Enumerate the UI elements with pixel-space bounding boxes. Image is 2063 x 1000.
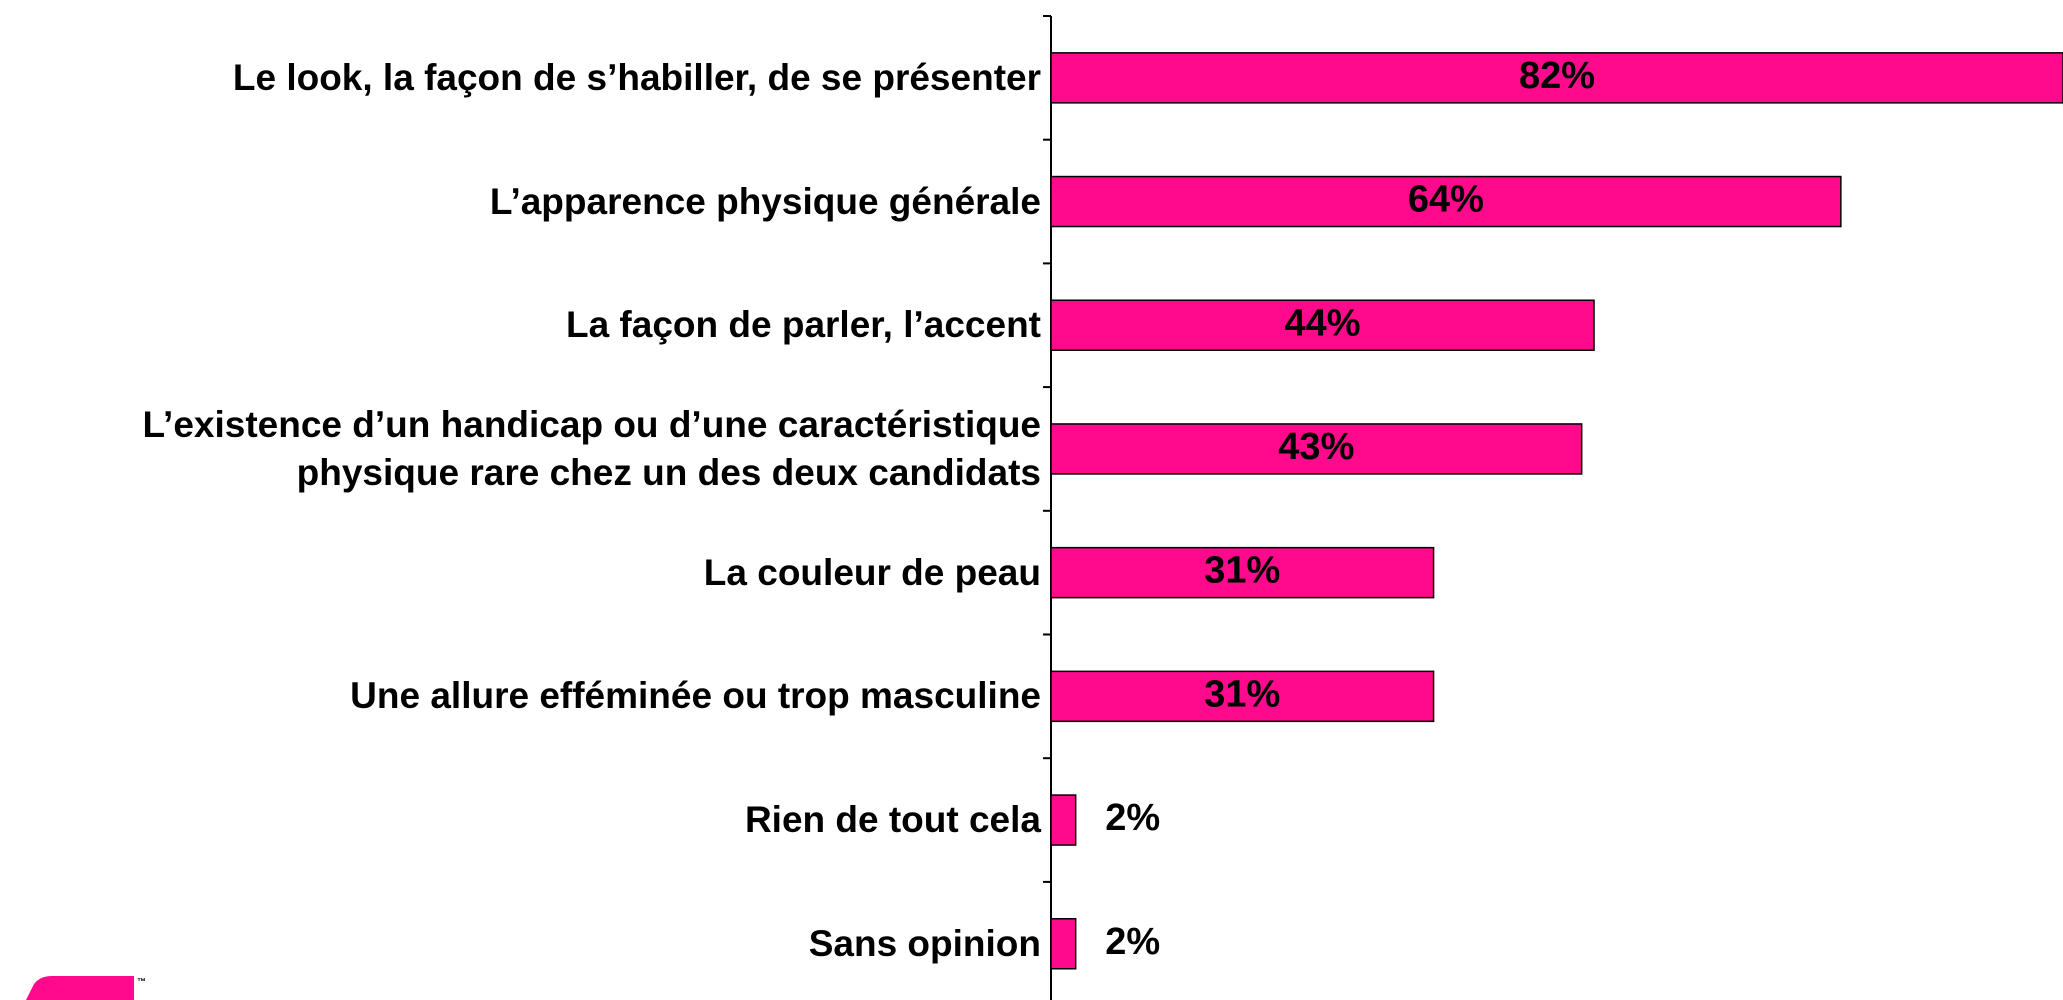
value-label: 2% (1105, 797, 1160, 839)
logo (26, 976, 134, 1000)
category-label: La couleur de peau (703, 551, 1041, 593)
category-label: Une allure efféminée ou trop masculine (350, 675, 1041, 717)
value-label: 43% (1278, 426, 1354, 468)
category-label: L’apparence physique générale (489, 180, 1041, 222)
category-label: Rien de tout cela (744, 799, 1041, 841)
bar (1050, 794, 1077, 846)
logo-mark: ™ (137, 976, 146, 986)
value-label: 44% (1284, 302, 1360, 344)
value-label: 31% (1204, 550, 1280, 592)
value-label: 31% (1204, 673, 1280, 715)
bar (1050, 299, 1595, 351)
bar (1050, 175, 1842, 228)
category-label: Sans opinion (808, 922, 1041, 964)
bar (1050, 918, 1077, 970)
bar (1050, 546, 1435, 599)
value-label: 2% (1105, 921, 1160, 963)
category-label: La façon de parler, l’accent (565, 304, 1041, 346)
value-label: 64% (1408, 179, 1484, 221)
category-label: L’existence d’un handicap ou d’une carac… (142, 403, 1041, 493)
bar (1050, 670, 1435, 723)
value-label: 82% (1519, 55, 1595, 97)
category-label: Le look, la façon de s’habiller, de se p… (232, 56, 1041, 98)
bar (1050, 52, 2063, 104)
bar (1050, 423, 1583, 475)
